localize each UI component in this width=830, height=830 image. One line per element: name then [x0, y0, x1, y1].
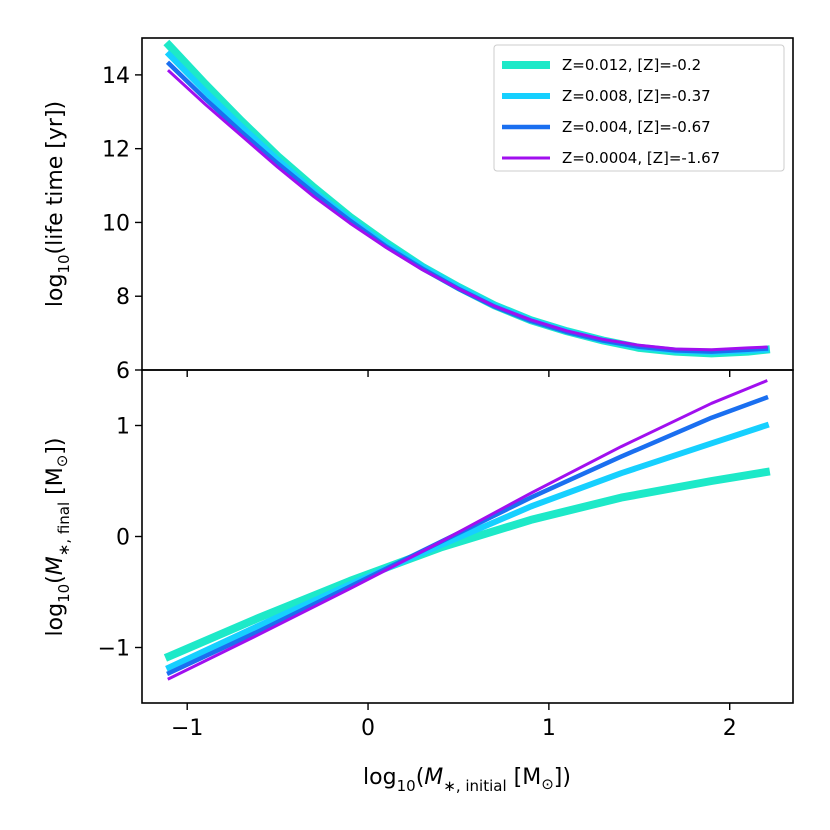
series-line-1-1: [165, 421, 770, 672]
y-tick-label: 12: [102, 138, 130, 163]
bottom-y-ticks: −1 0 1: [98, 415, 142, 662]
series-line-1-3: [167, 379, 768, 681]
bottom-series-lines: [163, 379, 771, 681]
top-y-axis-label: log10(life time [yr]): [43, 101, 73, 307]
x-axis-label: log10(M∗, initial [M⊙]): [363, 765, 571, 795]
legend-frame: [493, 44, 785, 172]
top-x-ticks: [186, 370, 731, 377]
series-line-1-2: [166, 394, 769, 676]
x-tick-label: 0: [361, 716, 375, 741]
y-tick-label: 1: [116, 415, 130, 440]
x-tick-label: 1: [542, 716, 556, 741]
legend-label: Z=0.012, [Z]=-0.2: [562, 56, 701, 74]
bottom-x-ticks: −1 0 1 2: [171, 703, 737, 741]
legend-entry: Z=0.004, [Z]=-0.67: [502, 118, 711, 136]
y-tick-label: 0: [116, 526, 130, 551]
bottom-y-axis-label: log10(M∗, final [M⊙]): [43, 438, 73, 637]
panel-top: 6 8 10 12 14 log10(life time [yr]) Z=0.012, …: [43, 37, 794, 384]
series-line-0-3: [166, 69, 768, 352]
x-tick-label: 2: [723, 716, 737, 741]
legend: Z=0.012, [Z]=-0.2 Z=0.008, [Z]=-0.37 Z=0.0…: [493, 44, 785, 172]
y-tick-label: 14: [102, 64, 130, 89]
series-line-1-0: [163, 467, 771, 662]
y-tick-label: −1: [98, 637, 130, 662]
legend-label: Z=0.008, [Z]=-0.37: [562, 87, 711, 105]
top-series-lines: [163, 39, 771, 358]
legend-label: Z=0.004, [Z]=-0.67: [562, 118, 711, 136]
y-tick-label: 10: [102, 211, 130, 236]
x-tick-label: −1: [171, 716, 203, 741]
legend-entry: Z=0.0004, [Z]=-1.67: [502, 149, 720, 167]
legend-entry: Z=0.012, [Z]=-0.2: [502, 56, 701, 74]
legend-entry: Z=0.008, [Z]=-0.37: [502, 87, 711, 105]
y-tick-label: 8: [116, 285, 130, 310]
legend-label: Z=0.0004, [Z]=-1.67: [562, 149, 720, 167]
panel-bottom: −1 0 1 −1 0 1 2 log10(M∗, final [M⊙]) log10(M…: [43, 369, 794, 795]
y-tick-label: 6: [116, 359, 130, 384]
legend-entries: Z=0.012, [Z]=-0.2 Z=0.008, [Z]=-0.37 Z=0.0…: [502, 56, 720, 167]
top-y-ticks: 6 8 10 12 14: [102, 64, 142, 384]
